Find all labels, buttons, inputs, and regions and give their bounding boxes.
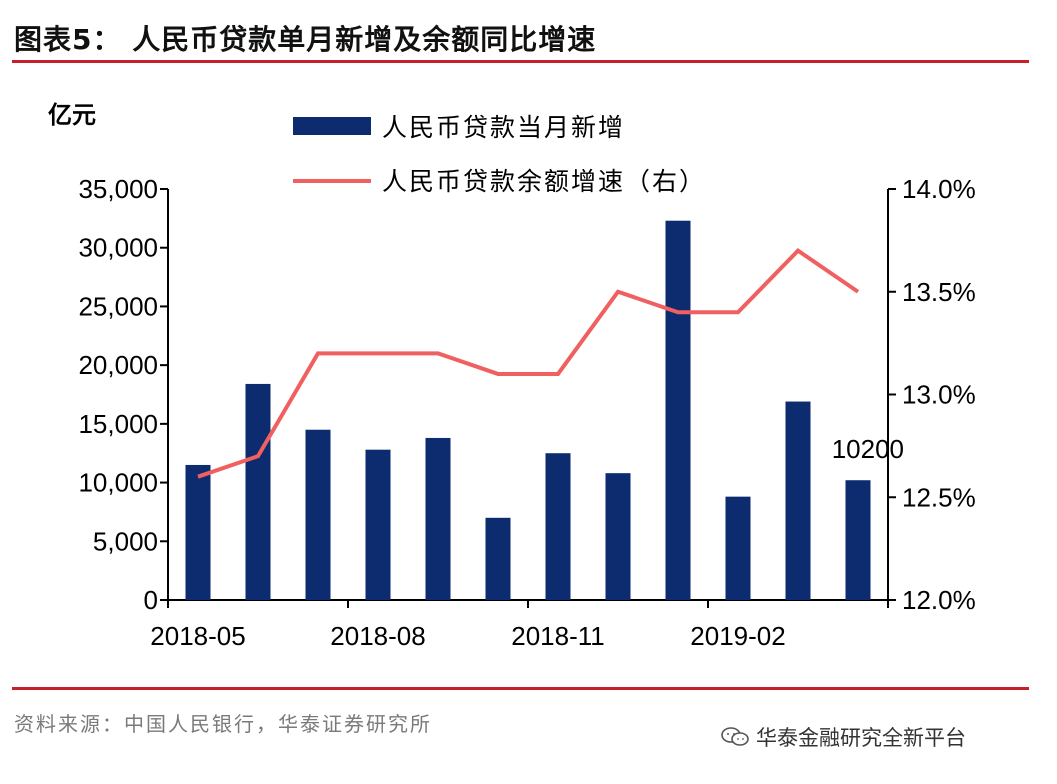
- bar: [305, 429, 331, 600]
- y-left-tick-label: 0: [144, 585, 158, 615]
- wechat-icon: [721, 727, 749, 746]
- legend-line-label: 人民币贷款余额增速（右）: [382, 167, 706, 196]
- bar-series: [185, 220, 871, 600]
- bar: [785, 401, 811, 600]
- y-right-tick-label: 13.0%: [902, 380, 976, 410]
- chart: 0 5,000 10,000 15,000 20,000 25,000 30,000 35,0…: [48, 101, 976, 651]
- x-tick-label: 2018-08: [330, 621, 425, 651]
- y-left-tick-label: 25,000: [78, 291, 158, 321]
- chart-labels: 10200: [832, 434, 904, 464]
- source-rule: [12, 687, 1029, 690]
- title-rule: [12, 60, 1029, 63]
- bar: [485, 517, 511, 600]
- y-left-tick-label: 20,000: [78, 350, 158, 380]
- chart-axes: 0 5,000 10,000 15,000 20,000 25,000 30,000 35,0…: [48, 101, 976, 651]
- bar: [245, 383, 271, 600]
- legend-bar-swatch: [293, 117, 371, 135]
- x-tick-label: 2018-05: [150, 621, 245, 651]
- y-right-tick-label: 12.5%: [902, 482, 976, 512]
- y-left-tick-label: 10,000: [78, 468, 158, 498]
- y-left-tick-label: 30,000: [78, 233, 158, 263]
- y-right-tick-label: 14.0%: [902, 174, 976, 204]
- y-left-tick-label: 5,000: [93, 526, 158, 556]
- watermark: 华泰金融研究全新平台: [720, 722, 966, 752]
- y-left-unit: 亿元: [48, 101, 96, 129]
- bar: [185, 464, 211, 600]
- watermark-text: 华泰金融研究全新平台: [756, 726, 966, 750]
- data-label: 10200: [832, 434, 904, 464]
- legend-bar-label: 人民币贷款当月新增: [382, 113, 625, 142]
- x-tick-label: 2019-02: [690, 621, 785, 651]
- bar: [665, 220, 691, 600]
- y-left-tick-label: 15,000: [78, 409, 158, 439]
- line-series: [197, 248, 860, 479]
- x-tick-label: 2018-11: [511, 621, 605, 651]
- bar: [365, 449, 391, 600]
- growth-line: [197, 248, 860, 479]
- y-left-tick-label: 35,000: [78, 174, 158, 204]
- chart-title: 图表5： 人民币贷款单月新增及余额同比增速: [14, 23, 597, 56]
- bar: [425, 437, 451, 600]
- bar: [545, 453, 571, 600]
- y-right-tick-label: 12.0%: [902, 585, 976, 615]
- source-note: 资料来源：中国人民银行，华泰证券研究所: [14, 712, 432, 736]
- bar: [605, 473, 631, 600]
- bar: [725, 496, 751, 600]
- bar: [845, 480, 871, 600]
- y-right-tick-label: 13.5%: [902, 277, 976, 307]
